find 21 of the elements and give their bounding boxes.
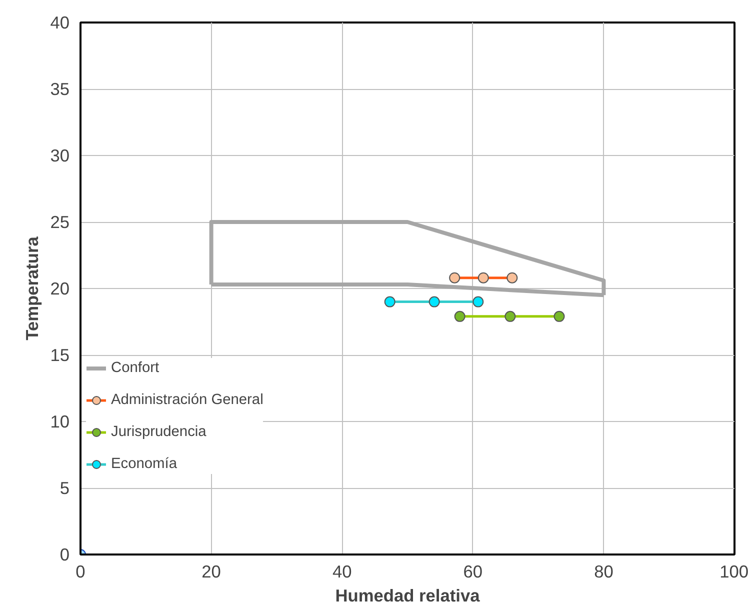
x-axis-title: Humedad relativa xyxy=(335,586,480,606)
x-tick-label: 100 xyxy=(720,562,748,582)
x-tick-label: 60 xyxy=(463,562,483,582)
legend-label: Administración General xyxy=(111,392,264,408)
y-tick-label: 35 xyxy=(50,79,70,99)
y-tick-label: 5 xyxy=(60,478,70,498)
legend-label: Economía xyxy=(111,456,177,472)
y-axis-title: Temperatura xyxy=(22,236,42,340)
y-tick-label: 10 xyxy=(50,412,70,432)
y-tick-label: 25 xyxy=(50,212,70,232)
legend-label: Confort xyxy=(111,360,160,376)
y-tick-label: 20 xyxy=(50,278,70,298)
y-tick-label: 30 xyxy=(50,146,70,166)
x-tick-label: 20 xyxy=(202,562,221,582)
y-tick-label: 40 xyxy=(50,12,70,32)
y-tick-label: 0 xyxy=(60,544,70,564)
x-tick-label: 0 xyxy=(76,562,86,582)
y-tick-label: 15 xyxy=(50,345,70,365)
x-tick-label: 80 xyxy=(594,562,614,582)
legend-label: Jurisprudencia xyxy=(111,424,206,440)
x-tick-label: 40 xyxy=(332,562,352,582)
